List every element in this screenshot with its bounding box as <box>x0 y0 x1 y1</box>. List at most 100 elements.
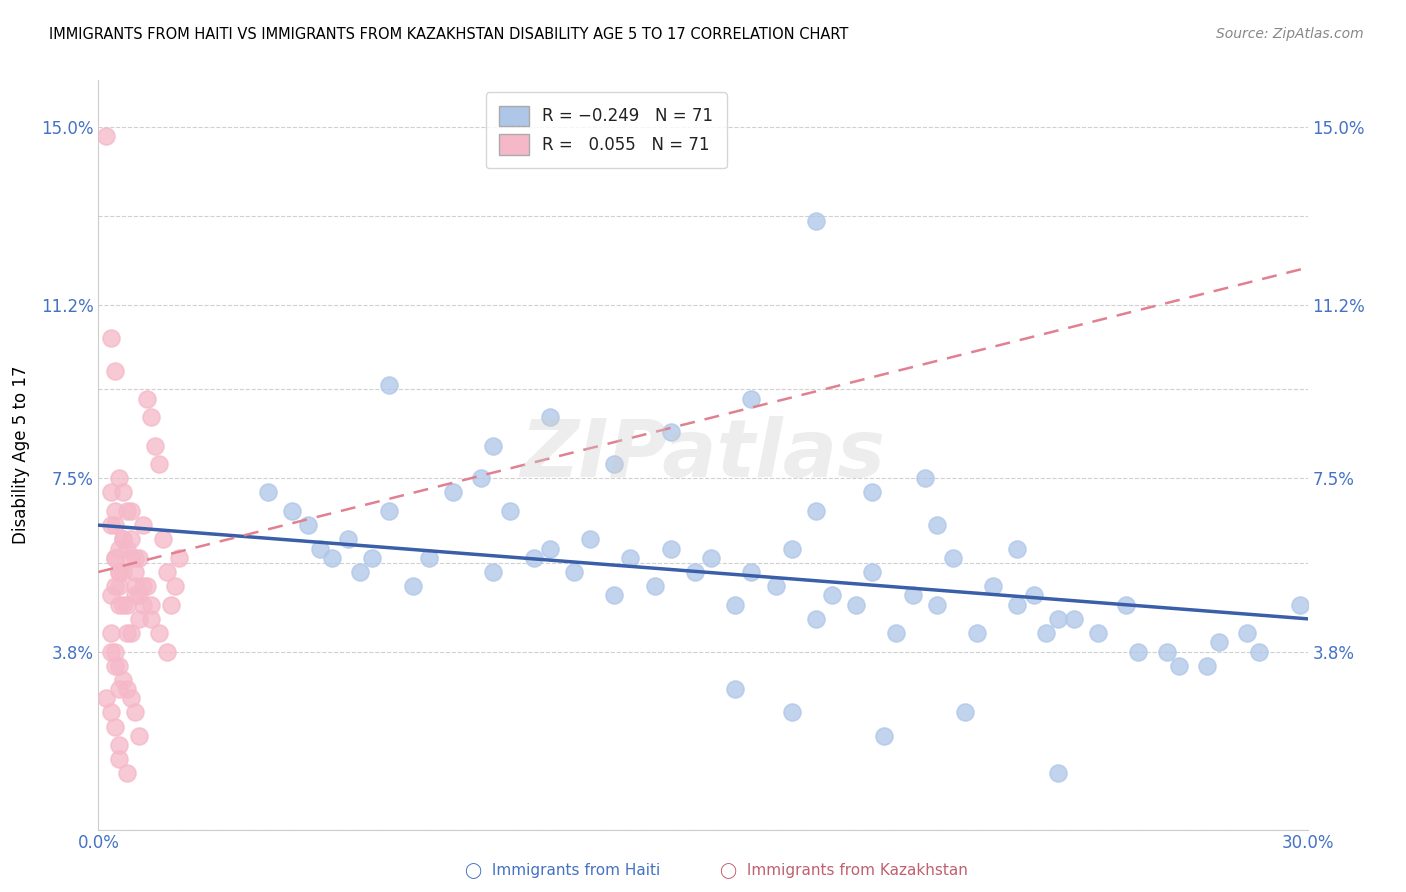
Point <box>538 410 561 425</box>
Point <box>107 579 129 593</box>
Point <box>103 579 125 593</box>
Point <box>619 550 641 566</box>
Point <box>538 541 561 556</box>
Point <box>953 706 976 720</box>
Point <box>96 129 118 144</box>
Point <box>100 644 122 658</box>
Point <box>148 626 170 640</box>
Point <box>562 565 585 579</box>
Point <box>297 518 319 533</box>
Point <box>724 682 747 697</box>
Point <box>845 598 868 612</box>
Point <box>115 766 138 780</box>
Point <box>120 550 142 566</box>
Point <box>659 541 682 556</box>
Point <box>139 598 162 612</box>
Point <box>804 612 827 626</box>
Point <box>160 598 183 612</box>
Point <box>256 485 278 500</box>
Point <box>1022 589 1045 603</box>
Point <box>683 565 706 579</box>
Point <box>103 550 125 566</box>
Point <box>740 392 762 406</box>
Point <box>1249 644 1271 658</box>
Point <box>103 364 125 378</box>
Point <box>156 565 179 579</box>
Point <box>659 425 682 439</box>
Point <box>470 471 492 485</box>
Point <box>441 485 464 500</box>
Point <box>167 550 190 566</box>
Point <box>107 541 129 556</box>
Point <box>111 673 134 687</box>
Point <box>981 579 1004 593</box>
Point <box>925 518 948 533</box>
Point <box>107 565 129 579</box>
Point <box>115 541 138 556</box>
Point <box>156 644 179 658</box>
Point <box>309 541 332 556</box>
Point <box>402 579 425 593</box>
Point <box>115 626 138 640</box>
Point <box>100 589 122 603</box>
Point <box>765 579 787 593</box>
Text: ◯  Immigrants from Kazakhstan: ◯ Immigrants from Kazakhstan <box>720 862 967 878</box>
Point <box>124 565 146 579</box>
Point <box>163 579 186 593</box>
Point <box>124 579 146 593</box>
Point <box>914 471 936 485</box>
Point <box>321 550 343 566</box>
Point <box>1115 598 1137 612</box>
Point <box>143 438 166 452</box>
Point <box>100 706 122 720</box>
Point <box>111 598 134 612</box>
Point <box>107 658 129 673</box>
Point <box>942 550 965 566</box>
Point <box>377 377 399 392</box>
Point <box>1156 644 1178 658</box>
Point <box>103 658 125 673</box>
Point <box>1007 541 1029 556</box>
Point <box>103 550 125 566</box>
Point <box>1208 635 1230 649</box>
Text: ZIPatlas: ZIPatlas <box>520 416 886 494</box>
Point <box>1035 626 1057 640</box>
Point <box>901 589 924 603</box>
Point <box>1288 598 1310 612</box>
Point <box>821 589 844 603</box>
Point <box>100 626 122 640</box>
Point <box>873 729 896 743</box>
Point <box>361 550 384 566</box>
Point <box>1195 658 1218 673</box>
Point <box>644 579 666 593</box>
Point <box>111 532 134 546</box>
Point <box>1236 626 1258 640</box>
Point <box>377 504 399 518</box>
Point <box>111 485 134 500</box>
Point <box>804 213 827 227</box>
Point <box>148 457 170 471</box>
Point <box>100 331 122 345</box>
Point <box>132 579 155 593</box>
Point <box>132 518 155 533</box>
Point <box>700 550 723 566</box>
Point <box>120 532 142 546</box>
Point <box>724 598 747 612</box>
Point <box>337 532 360 546</box>
Point <box>281 504 304 518</box>
Point <box>124 550 146 566</box>
Point <box>124 706 146 720</box>
Point <box>1007 598 1029 612</box>
Text: Source: ZipAtlas.com: Source: ZipAtlas.com <box>1216 27 1364 41</box>
Point <box>925 598 948 612</box>
Point <box>103 719 125 733</box>
Point <box>152 532 174 546</box>
Point <box>135 579 157 593</box>
Point <box>886 626 908 640</box>
Point <box>498 504 520 518</box>
Point <box>100 518 122 533</box>
Point <box>111 565 134 579</box>
Point <box>120 504 142 518</box>
Text: ◯  Immigrants from Haiti: ◯ Immigrants from Haiti <box>465 862 659 878</box>
Point <box>139 612 162 626</box>
